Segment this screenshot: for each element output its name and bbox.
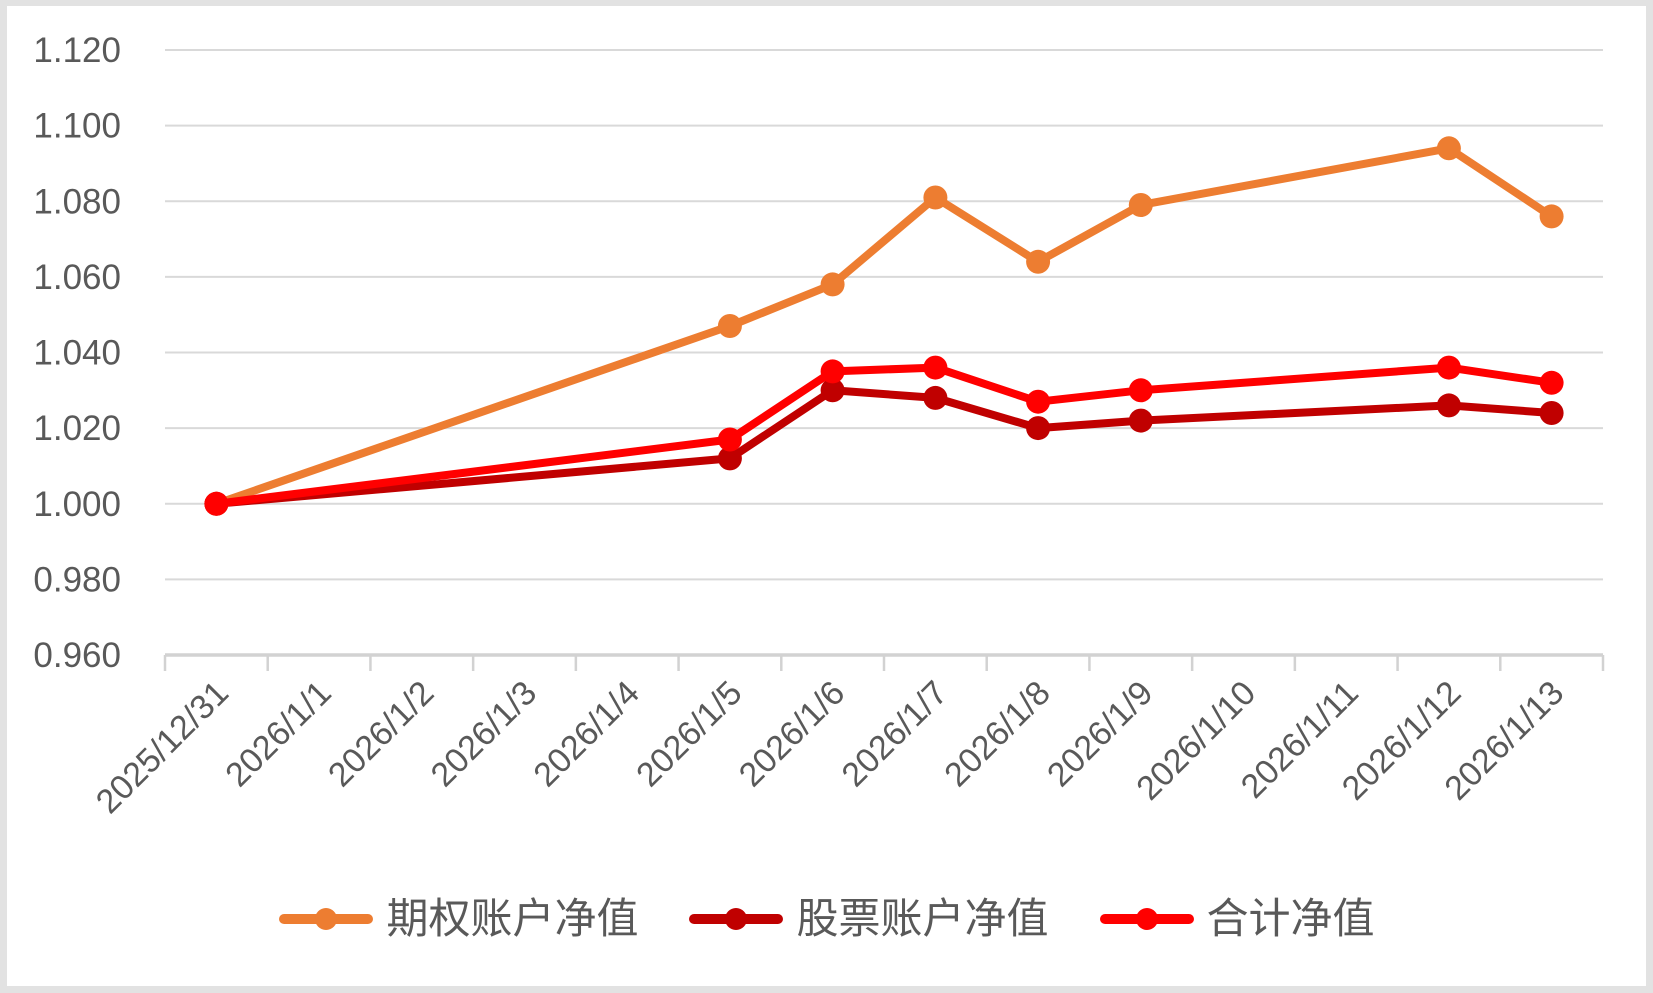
y-axis-tick-label: 0.960 [33, 636, 121, 675]
series-point-1 [820, 378, 845, 403]
y-axis-tick-label: 0.980 [33, 560, 121, 599]
series-point-0 [717, 314, 742, 338]
series-point-0 [1026, 249, 1051, 274]
series-point-1 [717, 446, 742, 471]
series-point-2 [1026, 389, 1051, 414]
series-point-0 [1539, 204, 1564, 229]
x-axis-tick-label: 2026/1/4 [526, 674, 646, 794]
x-axis-tick-label: 2026/1/2 [321, 674, 441, 794]
series-line-1 [212, 386, 1556, 508]
series-point-0 [820, 272, 845, 297]
x-axis-tick-label: 2026/1/8 [937, 674, 1057, 794]
x-axis-tick-label: 2026/1/3 [424, 674, 544, 794]
series-point-1 [923, 385, 948, 410]
legend-item-2: 合计净值 [1099, 895, 1375, 942]
axis-labels-group: 0.960 0.980 1.000 1.020 1.040 1.060 1.080 1.100… [33, 31, 1571, 821]
legend-label: 期权账户净值 [386, 895, 639, 942]
y-axis-tick-label: 1.020 [33, 409, 121, 448]
y-axis-tick-label: 1.000 [33, 485, 121, 524]
chart-legend: 期权账户净值 股票账户净值 合计净值 [0, 895, 1653, 942]
legend-series-marker-icon [689, 908, 784, 931]
series-point-2 [717, 427, 742, 452]
legend-label: 股票账户净值 [796, 895, 1049, 942]
x-axis-tick-label: 2026/1/7 [835, 674, 955, 794]
x-axis-tick-label: 2026/1/1 [218, 674, 338, 794]
series-point-0 [1436, 136, 1461, 161]
x-axis-tick-label: 2026/1/6 [732, 674, 852, 794]
series-point-1 [1539, 401, 1564, 425]
legend-series-marker-icon [279, 908, 374, 931]
gridlines-group [165, 49, 1603, 657]
x-axis-tick-label: 2026/1/5 [629, 674, 749, 794]
series-group [204, 136, 1564, 516]
x-axis-tick-label: 2025/12/31 [89, 674, 236, 821]
y-axis-tick-label: 1.040 [33, 334, 121, 373]
series-point-2 [204, 491, 229, 516]
series-point-2 [820, 359, 845, 384]
y-axis-tick-label: 1.060 [33, 258, 121, 297]
series-point-0 [1128, 193, 1153, 217]
series-line-0 [212, 144, 1556, 508]
series-point-2 [923, 355, 948, 380]
series-point-2 [1128, 378, 1153, 403]
legend-label: 合计净值 [1206, 895, 1375, 942]
y-axis-tick-label: 1.080 [33, 182, 121, 221]
series-line-2 [212, 363, 1556, 508]
series-point-1 [1128, 408, 1153, 433]
legend-item-0: 期权账户净值 [278, 895, 639, 942]
x-axis-group [163, 655, 1605, 671]
y-axis-tick-label: 1.120 [33, 31, 121, 70]
legend-item-1: 股票账户净值 [688, 895, 1049, 942]
series-point-1 [1026, 416, 1051, 441]
series-point-1 [1436, 393, 1461, 418]
series-point-2 [1436, 355, 1461, 380]
y-axis-tick-label: 1.100 [33, 107, 121, 146]
series-point-2 [1539, 370, 1564, 395]
series-point-0 [923, 185, 948, 210]
legend-series-marker-icon [1099, 908, 1194, 931]
